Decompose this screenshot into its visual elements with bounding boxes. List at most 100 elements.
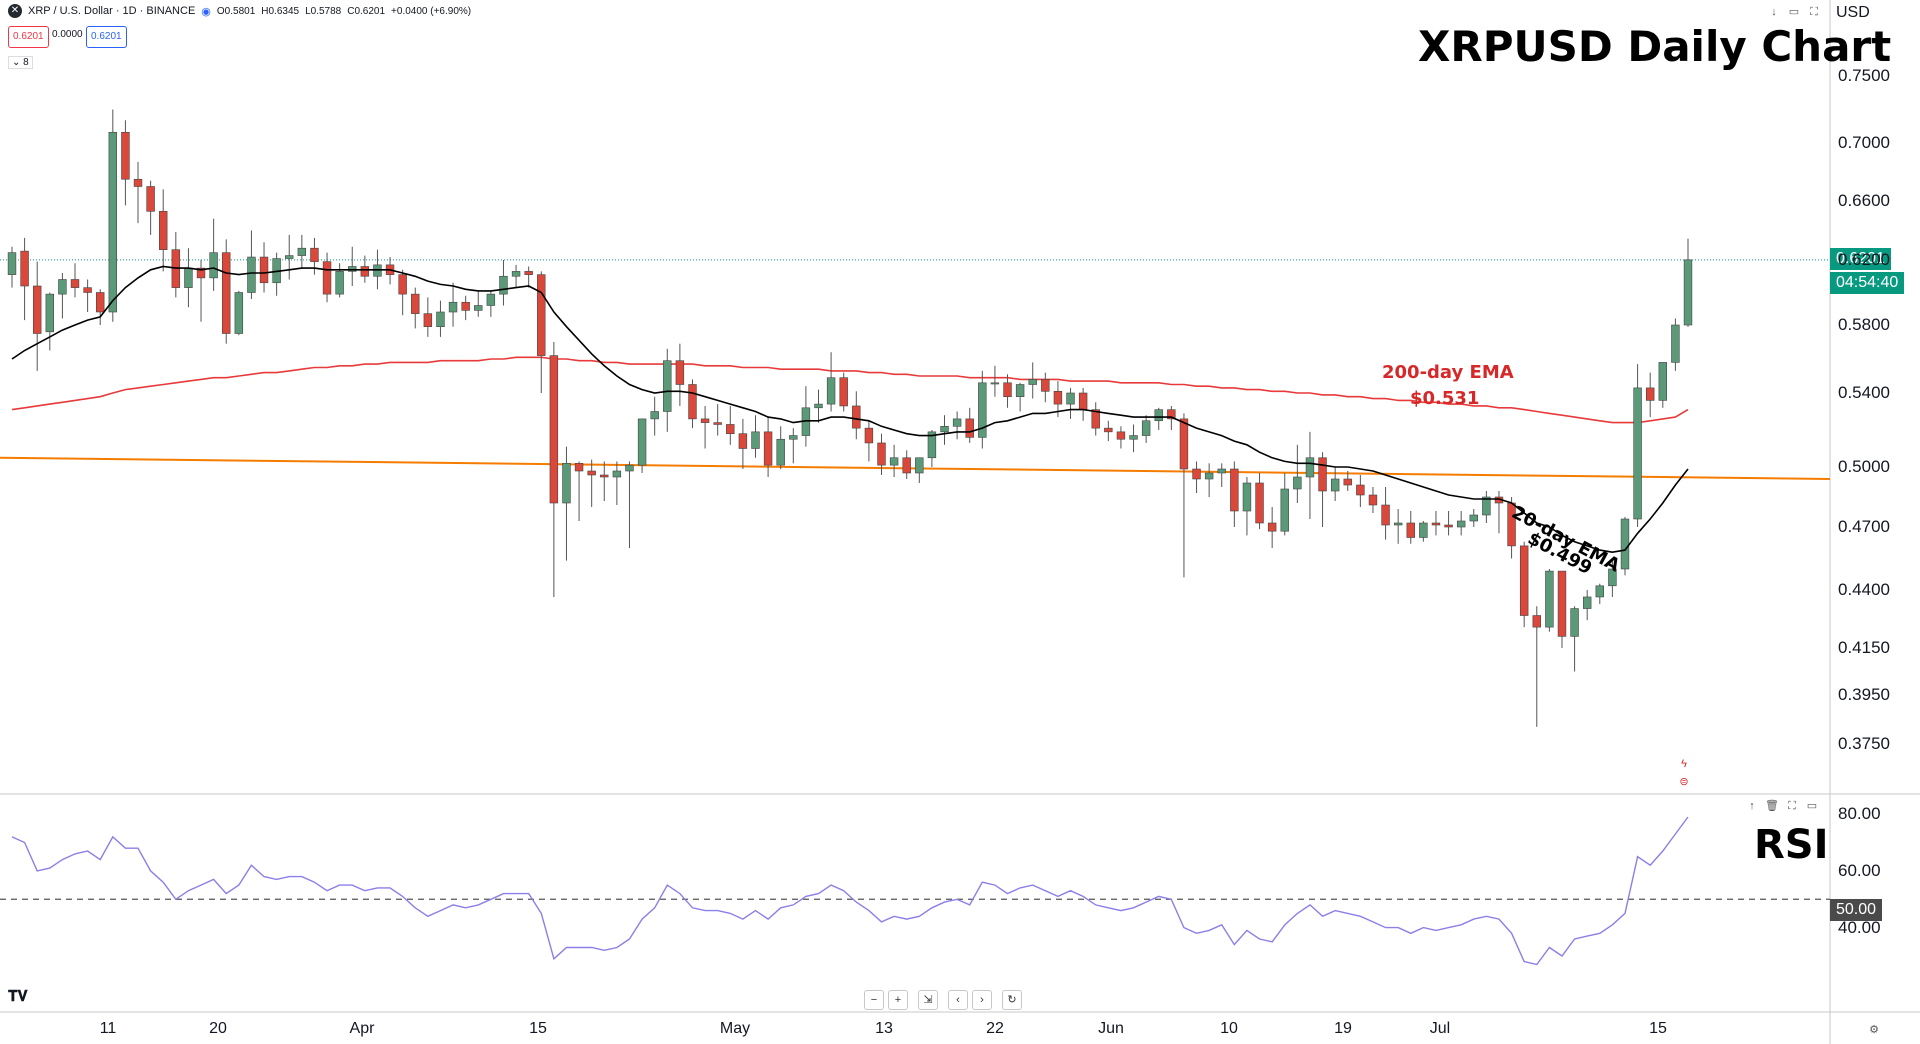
candle[interactable] (1356, 475, 1365, 507)
sell-price-box[interactable]: 0.6201 (8, 26, 49, 48)
candle[interactable] (1419, 521, 1428, 542)
collapse-indicators-button[interactable]: ⌄ 8 (8, 56, 33, 69)
candle[interactable] (776, 426, 785, 469)
candle[interactable] (461, 295, 470, 321)
candle[interactable] (1330, 467, 1340, 501)
lightning-icon[interactable]: ϟ (1681, 758, 1687, 770)
candle[interactable] (7, 246, 17, 288)
candle[interactable] (852, 391, 861, 440)
candle[interactable] (751, 415, 760, 458)
candle[interactable] (423, 297, 433, 337)
candle[interactable] (1179, 413, 1189, 578)
maximize-icon[interactable]: ▭ (1788, 6, 1800, 18)
support-trendline[interactable] (0, 456, 1831, 480)
candle[interactable] (1104, 420, 1113, 442)
ema20-line[interactable] (11, 265, 1689, 554)
candle[interactable] (1595, 583, 1604, 604)
candle[interactable] (1671, 318, 1680, 371)
candle[interactable] (1431, 511, 1441, 536)
candle[interactable] (259, 242, 269, 293)
candle[interactable] (1028, 362, 1037, 399)
candle[interactable] (436, 300, 445, 337)
candle[interactable] (1381, 487, 1390, 540)
candle[interactable] (1230, 461, 1239, 527)
candle[interactable] (524, 266, 533, 288)
fullscreen-icon[interactable]: ⛶ (1788, 800, 1796, 812)
candle[interactable] (663, 348, 672, 432)
candle[interactable] (738, 418, 748, 469)
candle[interactable] (1192, 461, 1201, 493)
candle[interactable] (1557, 570, 1567, 648)
candle[interactable] (448, 282, 458, 327)
candle[interactable] (285, 234, 294, 280)
candle[interactable] (222, 239, 231, 344)
candle[interactable] (348, 246, 357, 286)
arrow-down-icon[interactable]: ↓ (1771, 6, 1777, 18)
candle[interactable] (499, 260, 508, 306)
candle[interactable] (1141, 415, 1151, 443)
candle[interactable] (1444, 511, 1453, 536)
settings-icon[interactable]: ⚙ (1869, 1024, 1879, 1036)
candle[interactable] (1015, 382, 1025, 412)
candle[interactable] (574, 461, 584, 521)
candle[interactable] (726, 405, 735, 445)
candle[interactable] (1293, 444, 1302, 503)
candle[interactable] (1469, 509, 1478, 527)
candle[interactable] (1003, 374, 1012, 408)
candle[interactable] (549, 342, 559, 597)
candle[interactable] (1658, 362, 1668, 408)
symbol-name[interactable]: XRP / U.S. Dollar · 1D · BINANCE (28, 5, 196, 17)
zoom-in-button[interactable]: + (888, 990, 908, 1010)
candle[interactable] (247, 230, 256, 300)
scroll-left-button[interactable]: ‹ (948, 990, 968, 1010)
candle[interactable] (511, 264, 521, 288)
candle[interactable] (108, 109, 118, 322)
candle[interactable] (1393, 509, 1403, 544)
candle[interactable] (1406, 511, 1415, 544)
refresh-button[interactable]: ↻ (1002, 990, 1022, 1010)
candle[interactable] (58, 273, 67, 319)
candle[interactable] (1368, 487, 1378, 513)
candle[interactable] (587, 459, 596, 507)
candle[interactable] (675, 343, 685, 406)
candle[interactable] (1456, 511, 1466, 536)
candle[interactable] (688, 379, 697, 429)
candle[interactable] (600, 461, 609, 501)
candle[interactable] (1204, 463, 1214, 497)
candle[interactable] (1532, 606, 1541, 727)
candle[interactable] (45, 292, 55, 351)
trash-icon[interactable]: 🗑 (1765, 800, 1779, 812)
candle[interactable] (398, 269, 407, 316)
ema200-line[interactable] (11, 356, 1689, 424)
fullscreen-icon[interactable]: ⛶ (1810, 6, 1818, 18)
rsi-line[interactable] (11, 816, 1689, 966)
candle[interactable] (1116, 426, 1126, 449)
candle[interactable] (322, 252, 332, 303)
currency-label[interactable]: USD (1836, 4, 1870, 21)
candle[interactable] (1683, 238, 1693, 328)
candle[interactable] (1091, 402, 1100, 436)
symbol-header[interactable]: ✕ XRP / U.S. Dollar · 1D · BINANCE ◉ O0.… (8, 4, 471, 18)
candle[interactable] (625, 461, 634, 548)
candle[interactable] (814, 389, 823, 423)
candle[interactable] (70, 263, 80, 298)
candle[interactable] (20, 237, 29, 321)
candle[interactable] (940, 415, 949, 445)
candle[interactable] (234, 290, 244, 336)
candle[interactable] (1041, 372, 1050, 403)
candle[interactable] (32, 261, 42, 371)
candle[interactable] (1066, 387, 1075, 419)
flag-icon[interactable]: ⊜ (1679, 776, 1689, 788)
candle[interactable] (826, 352, 836, 412)
candle[interactable] (1267, 507, 1277, 548)
candle[interactable] (1129, 424, 1138, 453)
candle[interactable] (159, 189, 168, 272)
candle[interactable] (1154, 407, 1163, 430)
candle[interactable] (297, 234, 307, 269)
candle[interactable] (990, 365, 1000, 397)
candle[interactable] (889, 444, 899, 477)
candle[interactable] (83, 279, 92, 313)
candle[interactable] (1519, 541, 1529, 628)
candle[interactable] (877, 433, 886, 475)
